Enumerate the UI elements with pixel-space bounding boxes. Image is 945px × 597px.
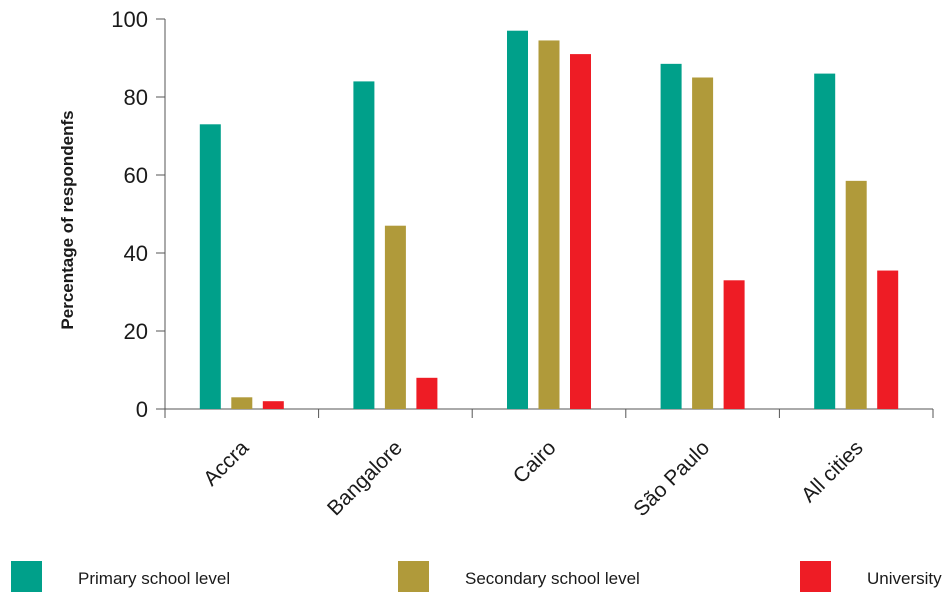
legend-item: Secondary school level	[398, 561, 640, 592]
bar-s-o-paulo-series-0	[660, 63, 682, 409]
bar-s-o-paulo-series-2	[723, 280, 745, 409]
bar-cairo-series-1	[538, 40, 560, 409]
legend-swatch	[11, 561, 42, 592]
bar-accra-series-2	[262, 401, 284, 409]
y-tick-label: 100	[111, 7, 148, 32]
bar-all-cities-series-1	[845, 180, 867, 409]
y-tick-label: 80	[124, 85, 148, 110]
y-tick-label: 0	[136, 397, 148, 422]
x-category-label: All cities	[797, 436, 868, 507]
legend-label: Secondary school level	[465, 569, 640, 588]
legend-item: Primary school level	[11, 561, 230, 592]
x-category-label: Bangalore	[323, 436, 407, 520]
legend-label: Primary school level	[78, 569, 230, 588]
bar-bangalore-series-2	[416, 377, 438, 409]
bar-bangalore-series-0	[353, 81, 375, 410]
legend-swatch	[398, 561, 429, 592]
y-tick-label: 20	[124, 319, 148, 344]
bars	[199, 30, 899, 410]
y-tick-label: 40	[124, 241, 148, 266]
bar-accra-series-0	[199, 124, 221, 410]
legend-swatch	[800, 561, 831, 592]
legend: Primary school level Secondary school lev…	[11, 561, 942, 592]
bar-all-cities-series-0	[814, 73, 836, 409]
x-category-label: Cairo	[509, 436, 561, 488]
y-axis: 0 20 40 60 80 100	[111, 7, 166, 422]
x-category-label: Accra	[199, 436, 253, 490]
bar-accra-series-1	[231, 397, 253, 409]
bar-cairo-series-2	[570, 54, 591, 409]
bar-bangalore-series-1	[384, 225, 406, 409]
legend-item: University	[800, 561, 942, 592]
legend-label: University	[867, 569, 942, 588]
x-category-label: São Paulo	[629, 436, 714, 521]
y-axis-title: Percentage of respondenfs	[58, 110, 77, 329]
bar-s-o-paulo-series-1	[692, 77, 714, 409]
y-tick-label: 60	[124, 163, 148, 188]
bar-cairo-series-0	[507, 30, 528, 409]
bar-all-cities-series-2	[877, 270, 899, 409]
x-axis: Accra Bangalore Cairo São Paulo All cities	[164, 408, 934, 521]
